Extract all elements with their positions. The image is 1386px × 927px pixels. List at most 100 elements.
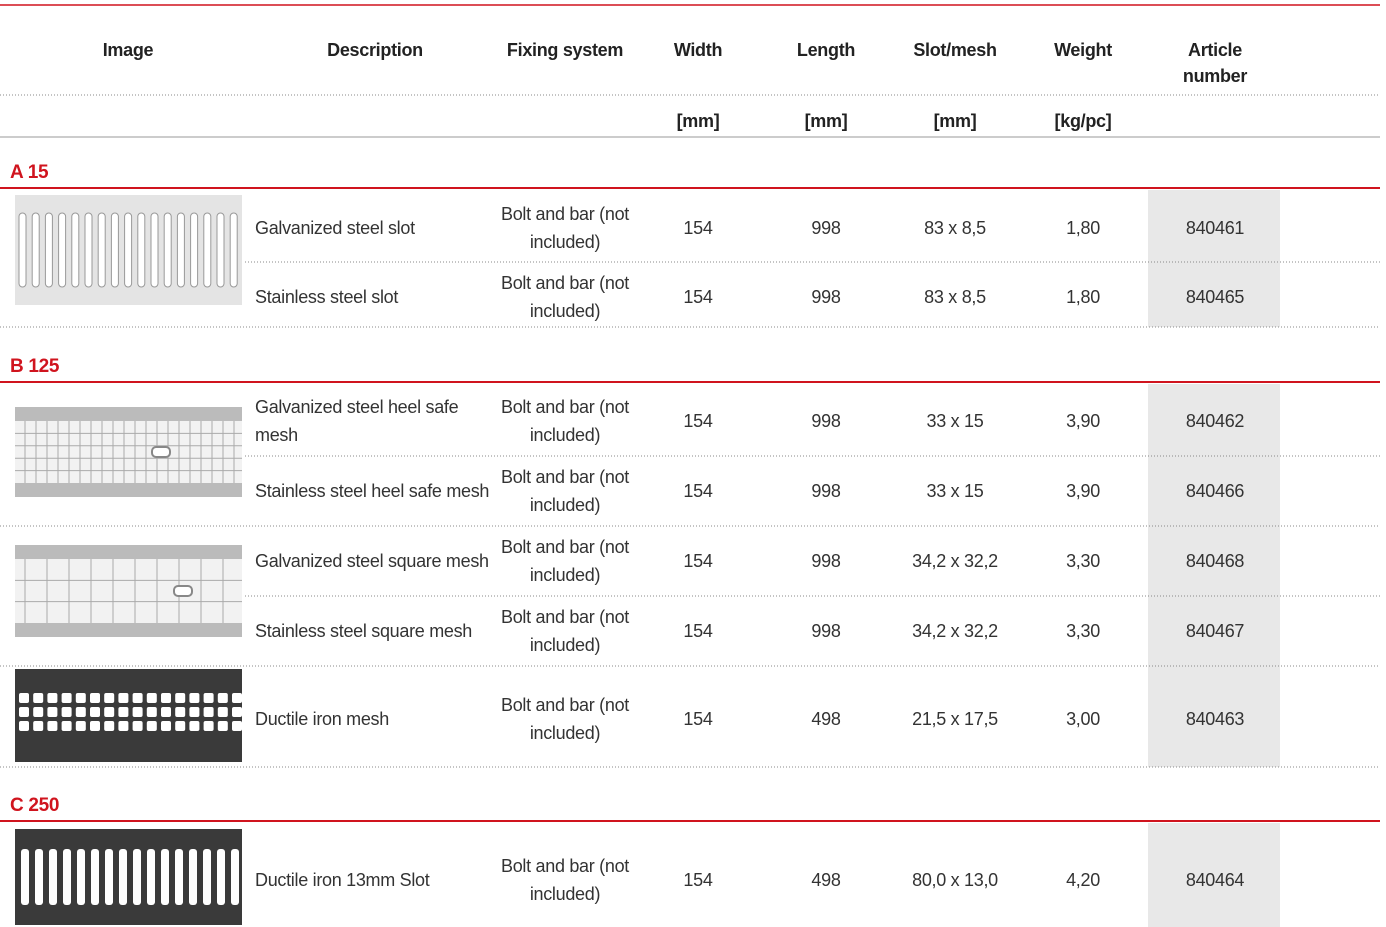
grating-hole [75, 721, 86, 731]
weight: 3,90 [1066, 411, 1100, 431]
column-header: Width [673, 40, 723, 60]
grating-slot [97, 212, 106, 288]
grating-hole [161, 721, 171, 731]
grating-hole [203, 693, 214, 703]
grating-hole [203, 721, 214, 731]
description: Galvanized steel heel safe mesh [255, 397, 459, 445]
slot-mesh: 34,2 x 32,2 [912, 621, 998, 641]
grating-band [15, 623, 242, 637]
grating-slot [175, 849, 183, 905]
width: 154 [683, 218, 713, 238]
grating-slot [217, 849, 225, 905]
width: 154 [683, 551, 713, 571]
article-column-background [1148, 823, 1280, 927]
grating-hole [175, 721, 186, 731]
grating-slot [203, 212, 212, 288]
length: 998 [811, 218, 841, 238]
grating-hole [132, 721, 143, 731]
grating-slot [31, 212, 40, 288]
grating-slot [58, 212, 67, 288]
grating-slot [44, 212, 53, 288]
weight: 3,90 [1066, 481, 1100, 501]
grating-hole [203, 707, 214, 717]
description: Galvanized steel slot [255, 218, 415, 238]
grating-hole [61, 707, 72, 717]
description: Stainless steel heel safe mesh [255, 481, 490, 501]
column-header: Fixing system [506, 40, 624, 60]
article-number: 840465 [1185, 287, 1245, 307]
grating-hole [232, 693, 242, 703]
description: Ductile iron 13mm Slot [255, 870, 430, 890]
width: 154 [683, 481, 713, 501]
grating-lock [173, 585, 193, 597]
grating-hole [132, 693, 143, 703]
grating-hole [47, 721, 58, 731]
unit-label: [mm] [676, 111, 720, 131]
fixing: Bolt and bar (not included) [501, 856, 629, 904]
grating-hole [146, 721, 157, 731]
grating-hole [19, 693, 29, 703]
grating-hole [47, 693, 58, 703]
grating-slot [18, 212, 27, 288]
grating-slot [63, 849, 71, 905]
weight: 4,20 [1066, 870, 1100, 890]
fixing: Bolt and bar (not included) [501, 397, 629, 445]
grating-slot [124, 212, 133, 288]
grating-hole [33, 693, 44, 703]
grating-hole [132, 707, 143, 717]
section-label: A 15 [10, 162, 49, 183]
grating-hole [175, 693, 186, 703]
grating-hole [175, 707, 186, 717]
slot-mesh: 33 x 15 [926, 481, 984, 501]
grating-hole [189, 721, 200, 731]
description: Galvanized steel square mesh [255, 551, 489, 571]
slot-mesh: 34,2 x 32,2 [912, 551, 998, 571]
unit-label: [mm] [933, 111, 977, 131]
column-header: Image [102, 40, 154, 60]
grating-slot [49, 849, 57, 905]
grating-hole [118, 707, 129, 717]
grating-hole [104, 707, 115, 717]
width: 154 [683, 621, 713, 641]
grating-band [15, 407, 242, 421]
grating-hole [47, 707, 58, 717]
weight: 3,30 [1066, 621, 1100, 641]
grating-hole [189, 693, 200, 703]
grating-hole [75, 707, 86, 717]
grating-slot [216, 212, 225, 288]
grating-image [15, 407, 242, 497]
description: Stainless steel square mesh [255, 621, 473, 641]
width: 154 [683, 411, 713, 431]
grating-slot [119, 849, 127, 905]
grating-slot [84, 212, 93, 288]
slot-mesh: 33 x 15 [926, 411, 984, 431]
grating-band [15, 483, 242, 497]
weight: 1,80 [1066, 218, 1100, 238]
weight: 3,30 [1066, 551, 1100, 571]
grating-hole [90, 721, 100, 731]
slot-mesh: 83 x 8,5 [924, 218, 986, 238]
length: 998 [811, 621, 841, 641]
grating-hole [161, 693, 171, 703]
length: 998 [811, 287, 841, 307]
grating-hole [161, 707, 171, 717]
grating-slot [229, 212, 238, 288]
grating-band [15, 545, 242, 559]
width: 154 [683, 709, 713, 729]
grating-hole [146, 707, 157, 717]
slot-mesh: 21,5 x 17,5 [912, 709, 998, 729]
article-number: 840467 [1185, 621, 1245, 641]
grating-hole [118, 721, 129, 731]
grating-hole [33, 721, 44, 731]
column-header: Weight [1054, 40, 1112, 60]
length: 998 [811, 411, 841, 431]
column-header: Description [327, 40, 423, 60]
article-number: 840468 [1185, 551, 1245, 571]
grating-hole [61, 693, 72, 703]
description: Stainless steel slot [255, 287, 399, 307]
width: 154 [683, 870, 713, 890]
grating-hole [232, 721, 242, 731]
article-column-background [1148, 384, 1280, 767]
grating-hole [217, 707, 228, 717]
